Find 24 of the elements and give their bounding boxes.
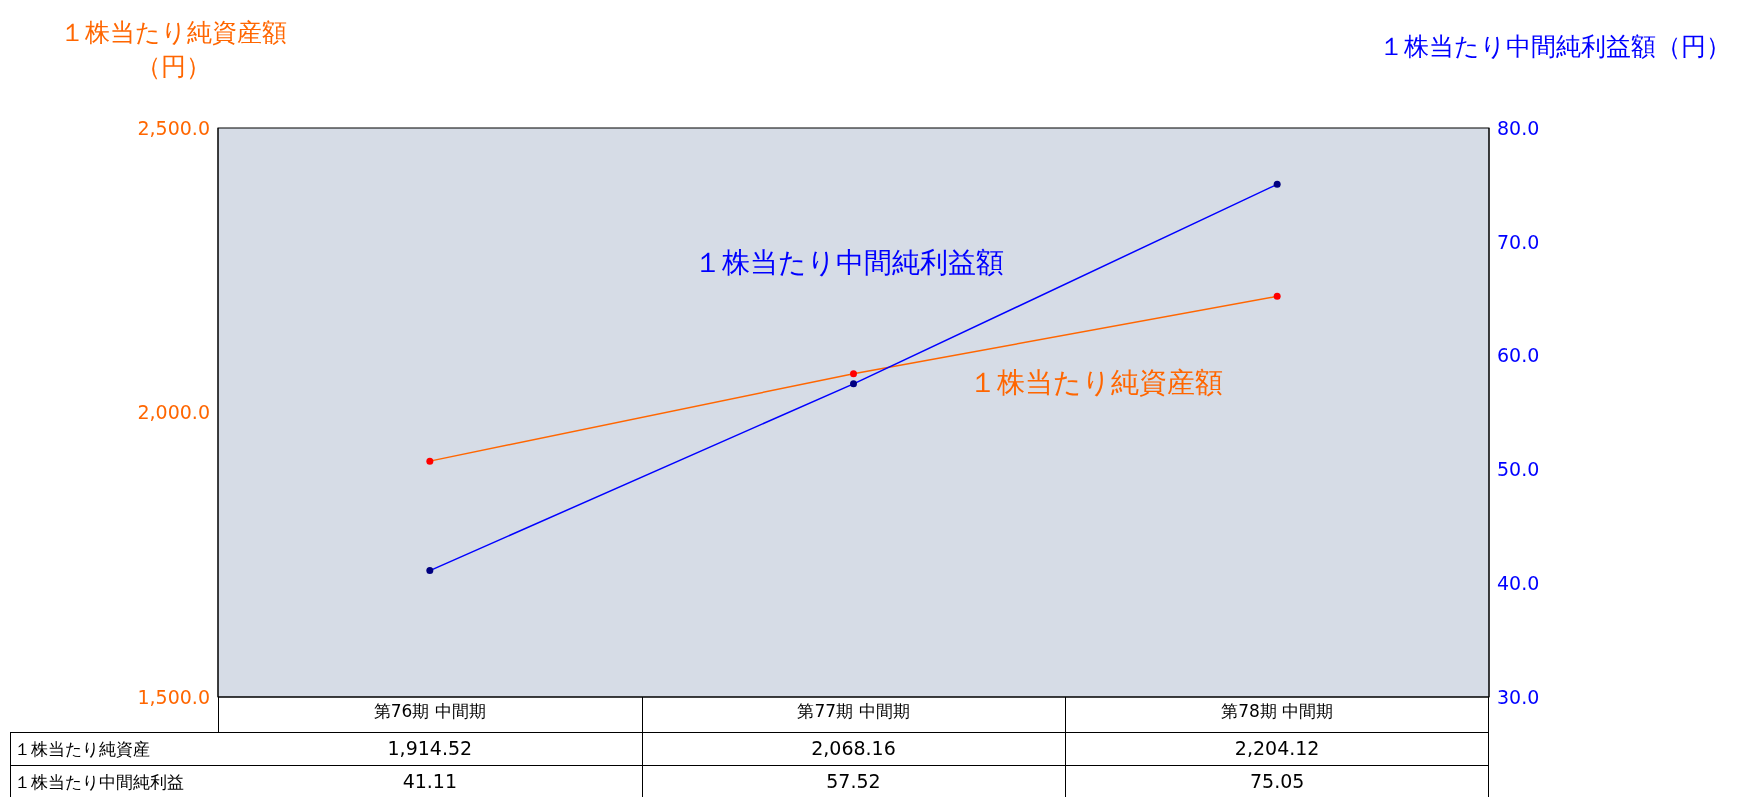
y2-tick-label: 60.0 <box>1497 344 1540 367</box>
text: １株当たり純資産 <box>14 738 150 761</box>
text: １株当たり中間純利益 <box>14 771 184 794</box>
series-label: １株当たり純資産額 <box>968 364 1223 401</box>
y2-axis-title: １株当たり中間純利益額（円） <box>1379 31 1731 63</box>
data-label: 2,068.16 <box>810 737 897 759</box>
y2-tick-label: 70.0 <box>1497 230 1540 253</box>
data-label: 57.52 <box>825 770 882 792</box>
data-label: 1,914.52 <box>386 737 474 759</box>
data-label: 2,204.12 <box>1233 737 1321 759</box>
y2-tick-label: 40.0 <box>1497 571 1540 594</box>
series-label: １株当たり中間純利益額 <box>693 245 1004 282</box>
data-label: 75.05 <box>1248 770 1306 792</box>
data-label: 41.11 <box>401 770 459 792</box>
y2-tick-label: 80.0 <box>1497 116 1540 139</box>
y-tick-label: 2,000.0 <box>137 401 210 424</box>
y-axis-title: １株当たり純資産額（円） <box>58 17 288 83</box>
x-tick-label: 第76期 中間期 <box>373 701 486 722</box>
y-tick-label: 2,500.0 <box>137 116 210 139</box>
y2-tick-label: 30.0 <box>1497 685 1540 708</box>
x-tick-label: 第77期 中間期 <box>797 701 910 722</box>
y2-tick-label: 50.0 <box>1497 458 1540 481</box>
y-tick-label: 1,500.0 <box>137 685 210 708</box>
x-tick-label: 第78期 中間期 <box>1221 701 1334 722</box>
